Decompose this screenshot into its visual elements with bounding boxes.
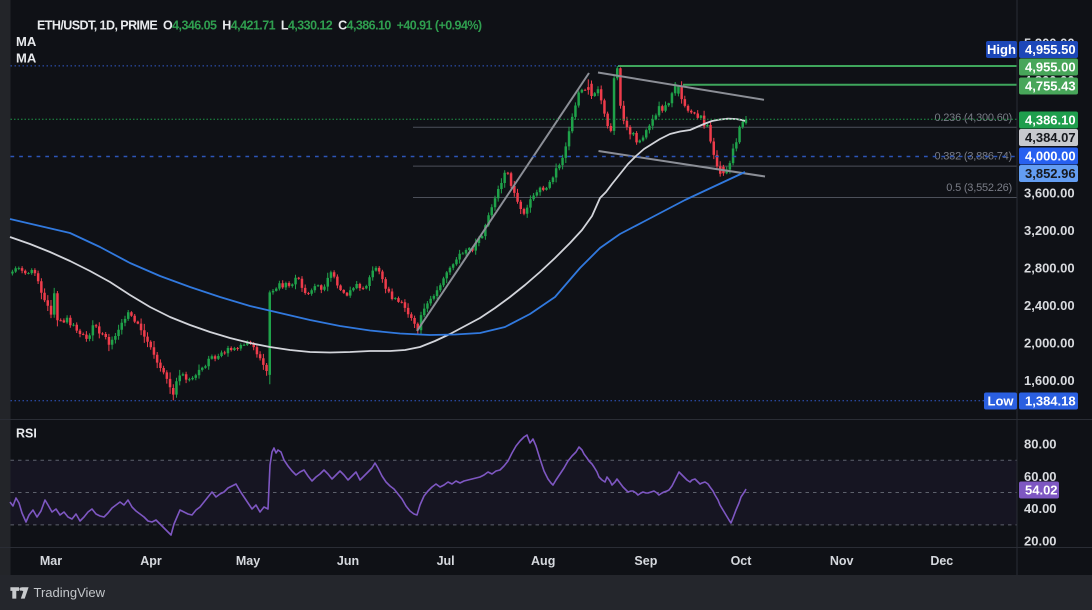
svg-text:60.00: 60.00 — [1024, 469, 1057, 484]
svg-text:High: High — [987, 42, 1016, 57]
svg-text:Low: Low — [988, 394, 1015, 409]
svg-text:2,400.00: 2,400.00 — [1024, 298, 1075, 313]
svg-text:MA: MA — [16, 34, 37, 49]
svg-text:Dec: Dec — [930, 554, 953, 568]
svg-text:20.00: 20.00 — [1024, 534, 1057, 549]
svg-text:Jun: Jun — [337, 554, 359, 568]
svg-text:Sep: Sep — [634, 554, 657, 568]
svg-text:RSI: RSI — [16, 427, 37, 441]
svg-text:3,852.96: 3,852.96 — [1025, 166, 1076, 181]
svg-text:3,600.00: 3,600.00 — [1024, 186, 1075, 201]
svg-text:ETH/USDT, 1D, PRIME O4,346.05: ETH/USDT, 1D, PRIME O4,346.05 H4,421.71 … — [37, 19, 482, 33]
svg-text:4,755.43: 4,755.43 — [1025, 79, 1076, 94]
svg-text:0.382 (3,886.74): 0.382 (3,886.74) — [934, 151, 1012, 163]
svg-text:4,955.00: 4,955.00 — [1025, 60, 1076, 75]
svg-text:Apr: Apr — [140, 554, 162, 568]
svg-text:4,955.50: 4,955.50 — [1025, 42, 1076, 57]
svg-text:May: May — [236, 554, 260, 568]
svg-text:4,386.10: 4,386.10 — [1025, 113, 1076, 128]
svg-text:0.5 (3,552.26): 0.5 (3,552.26) — [946, 182, 1012, 194]
svg-text:0.236 (4,300.60): 0.236 (4,300.60) — [934, 112, 1012, 124]
svg-text:Jul: Jul — [437, 554, 455, 568]
svg-text:1,600.00: 1,600.00 — [1024, 373, 1075, 388]
svg-text:Nov: Nov — [830, 554, 854, 568]
svg-text:2,000.00: 2,000.00 — [1024, 336, 1075, 351]
svg-text:Aug: Aug — [531, 554, 555, 568]
svg-text:MA: MA — [16, 51, 37, 66]
svg-text:4,000.00: 4,000.00 — [1025, 149, 1076, 164]
svg-text:80.00: 80.00 — [1024, 437, 1057, 452]
svg-text:Mar: Mar — [40, 554, 62, 568]
svg-text:3,200.00: 3,200.00 — [1024, 223, 1075, 238]
svg-text:54.02: 54.02 — [1025, 483, 1058, 498]
svg-text:TradingView: TradingView — [34, 585, 106, 600]
svg-text:1,384.18: 1,384.18 — [1025, 394, 1076, 409]
svg-text:Oct: Oct — [731, 554, 753, 568]
svg-text:2,800.00: 2,800.00 — [1024, 261, 1075, 276]
svg-text:4,384.07: 4,384.07 — [1025, 130, 1076, 145]
svg-text:40.00: 40.00 — [1024, 501, 1057, 516]
